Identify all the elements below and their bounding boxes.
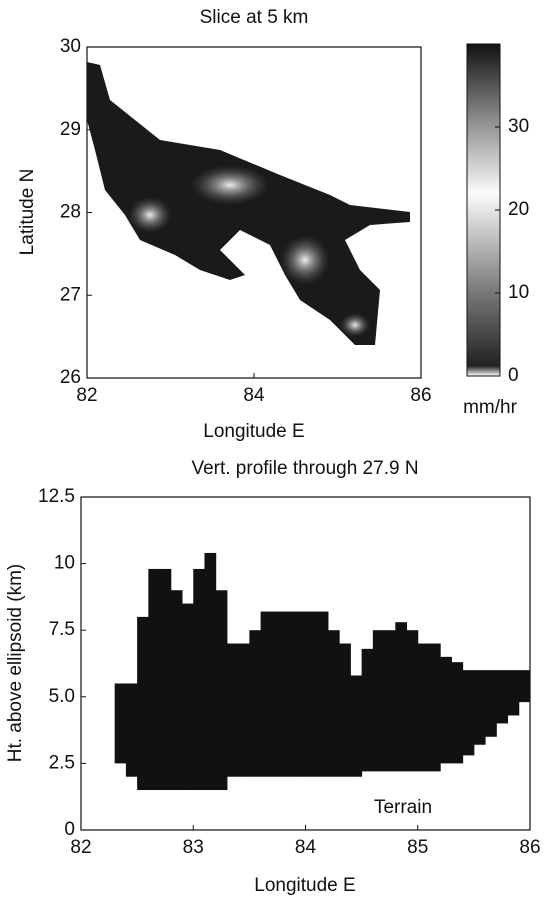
colorbar-tick-label: 30 bbox=[508, 116, 529, 137]
x-tick-label: 84 bbox=[243, 385, 265, 406]
echo-column bbox=[496, 670, 509, 724]
echo-column bbox=[451, 662, 464, 764]
colorbar-label: mm/hr bbox=[463, 397, 518, 418]
echo-column bbox=[473, 670, 486, 745]
echo-column bbox=[485, 670, 497, 737]
y-tick-label: 5.0 bbox=[49, 686, 75, 707]
colorbar-tick-label: 10 bbox=[508, 282, 529, 303]
y-axis-label: Latitude N bbox=[17, 169, 38, 256]
colorbar-tick-label: 20 bbox=[508, 199, 529, 220]
y-tick-label: 27 bbox=[60, 284, 81, 305]
echo-column bbox=[170, 590, 183, 791]
echo-column bbox=[361, 648, 374, 772]
echo-column bbox=[249, 630, 262, 777]
echo-column bbox=[283, 611, 295, 777]
y-tick-label: 7.5 bbox=[49, 619, 75, 640]
echo-column bbox=[137, 616, 149, 791]
echo-column bbox=[204, 552, 217, 791]
echo-column bbox=[215, 590, 228, 791]
x-tick-label: 86 bbox=[519, 837, 540, 858]
x-tick-label: 82 bbox=[76, 385, 97, 406]
echo-column bbox=[114, 683, 127, 764]
x-tick-label: 82 bbox=[70, 837, 91, 858]
y-tick-label: 2.5 bbox=[49, 752, 75, 773]
y-tick-label: 26 bbox=[60, 367, 81, 388]
y-tick-label: 10 bbox=[54, 553, 75, 574]
echo-column bbox=[260, 611, 273, 777]
y-axis-label: Ht. above ellipsoid (km) bbox=[5, 564, 26, 763]
y-tick-label: 29 bbox=[60, 119, 81, 140]
echo-column bbox=[316, 611, 329, 777]
x-axis-label: Longitude E bbox=[254, 875, 355, 896]
echo-column bbox=[125, 683, 138, 777]
annotation: Terrain bbox=[374, 797, 432, 818]
echo-column bbox=[148, 568, 161, 791]
y-tick-label: 30 bbox=[60, 36, 81, 57]
chart-title: Slice at 5 km bbox=[200, 7, 309, 28]
x-tick-label: 83 bbox=[183, 837, 204, 858]
echo-column bbox=[372, 630, 385, 772]
echo-column bbox=[384, 630, 396, 772]
chart-title: Vert. profile through 27.9 N bbox=[191, 458, 418, 479]
echo-column bbox=[440, 656, 452, 764]
echo-column bbox=[159, 568, 172, 791]
echo-column bbox=[294, 611, 306, 777]
echo-column bbox=[406, 630, 419, 772]
echo-column bbox=[238, 643, 250, 777]
echo-column bbox=[271, 611, 284, 777]
echo-column bbox=[339, 643, 351, 777]
echo-column bbox=[182, 603, 194, 791]
colorbar bbox=[466, 43, 501, 377]
echo-column bbox=[395, 622, 408, 772]
echo-column bbox=[226, 643, 239, 777]
rain-field bbox=[87, 62, 410, 345]
echo-column bbox=[305, 611, 318, 777]
echo-column bbox=[507, 670, 520, 716]
y-tick-label: 0 bbox=[64, 819, 75, 840]
colorbar-tick-label: 0 bbox=[508, 365, 519, 386]
echo-column bbox=[428, 643, 441, 772]
echo-column bbox=[327, 630, 340, 777]
echo-column bbox=[518, 670, 531, 703]
echo-column bbox=[193, 568, 205, 791]
x-tick-label: 86 bbox=[410, 385, 431, 406]
x-axis-label: Longitude E bbox=[203, 421, 304, 442]
x-tick-label: 85 bbox=[407, 837, 428, 858]
echo-column bbox=[350, 675, 363, 777]
y-tick-label: 28 bbox=[60, 202, 81, 223]
y-tick-label: 12.5 bbox=[38, 486, 75, 507]
echo-column bbox=[417, 643, 430, 772]
echo-column bbox=[462, 670, 475, 756]
x-tick-label: 84 bbox=[295, 837, 317, 858]
